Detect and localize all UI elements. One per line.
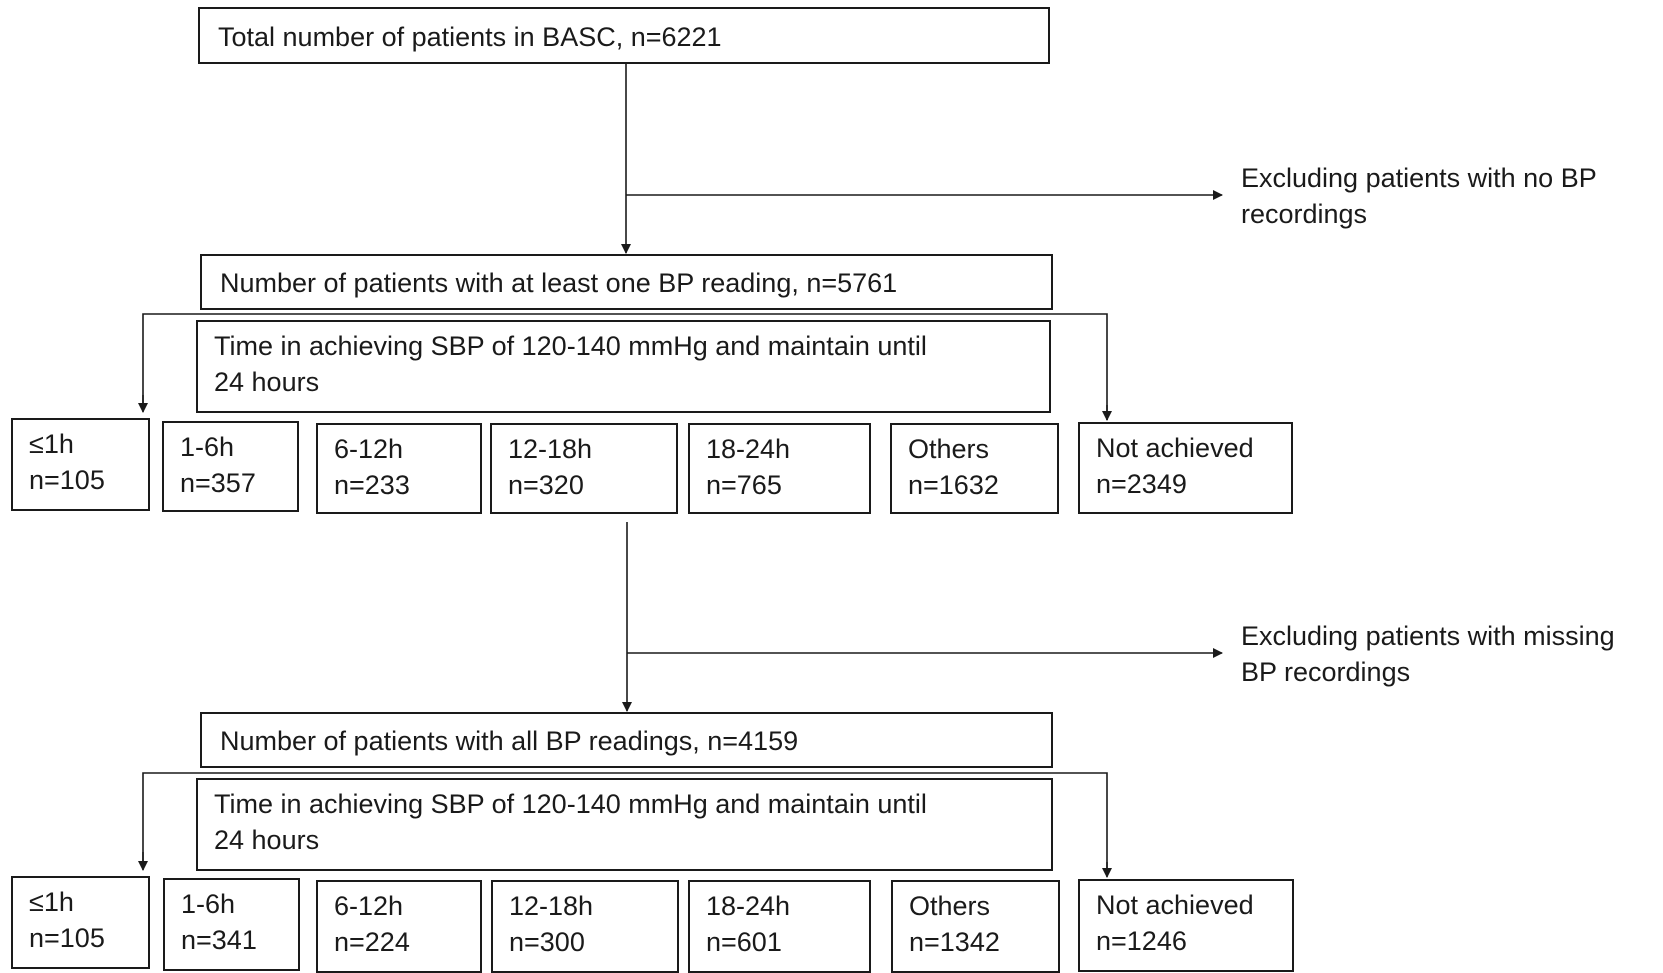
group2-le1h-box: ≤1h n=105 <box>11 876 150 969</box>
total-patients-box: Total number of patients in BASC, n=6221 <box>198 7 1050 64</box>
at-least-one-bp-text: Number of patients with at least one BP … <box>220 268 898 298</box>
group1-18-24h-box: 18-24h n=765 <box>688 423 871 514</box>
all-bp-readings-text: Number of patients with all BP readings,… <box>220 726 799 756</box>
group-label: 12-18h <box>508 434 593 464</box>
group-count: n=357 <box>180 468 256 498</box>
group-count: n=1246 <box>1096 926 1187 956</box>
time-to-sbp-header-2-line1: Time in achieving SBP of 120-140 mmHg an… <box>214 789 927 819</box>
exclusion-note-1: Excluding patients with no BP recordings <box>1241 160 1597 232</box>
group-count: n=1632 <box>908 470 999 500</box>
group-label: Not achieved <box>1096 890 1254 920</box>
group2-6-12h-box: 6-12h n=224 <box>316 880 482 973</box>
group-label: 12-18h <box>509 891 594 921</box>
exclusion-note-2: Excluding patients with missing BP recor… <box>1241 618 1615 690</box>
time-to-sbp-header-1-line1: Time in achieving SBP of 120-140 mmHg an… <box>214 331 927 361</box>
group-label: ≤1h <box>29 887 74 917</box>
group-label: 18-24h <box>706 891 791 921</box>
group-count: n=1342 <box>909 927 1000 957</box>
group1-6-12h-box: 6-12h n=233 <box>316 423 482 514</box>
total-patients-text: Total number of patients in BASC, n=6221 <box>218 22 722 52</box>
group-label: Others <box>908 434 990 464</box>
group-count: n=2349 <box>1096 469 1187 499</box>
exclusion-2-line2: BP recordings <box>1241 657 1411 687</box>
time-to-sbp-header-2: Time in achieving SBP of 120-140 mmHg an… <box>196 778 1053 871</box>
exclusion-2-line1: Excluding patients with missing <box>1241 621 1615 651</box>
group1-le1h-box: ≤1h n=105 <box>11 418 150 511</box>
group-label: 6-12h <box>334 891 404 921</box>
group-label: 18-24h <box>706 434 791 464</box>
exclusion-1-line2: recordings <box>1241 199 1368 229</box>
group2-1-6h-box: 1-6h n=341 <box>163 878 300 971</box>
group1-not-achieved-box: Not achieved n=2349 <box>1078 422 1293 514</box>
bracket-groups2 <box>142 772 1108 876</box>
group1-1-6h-box: 1-6h n=357 <box>162 421 299 512</box>
group2-not-achieved-box: Not achieved n=1246 <box>1078 879 1294 972</box>
group-count: n=320 <box>508 470 584 500</box>
group2-others-box: Others n=1342 <box>891 880 1060 973</box>
group-count: n=300 <box>509 927 585 957</box>
group-count: n=105 <box>29 923 105 953</box>
bracket-groups1 <box>142 313 1108 420</box>
group-label: 1-6h <box>180 432 235 462</box>
at-least-one-bp-box: Number of patients with at least one BP … <box>200 254 1053 310</box>
group-count: n=105 <box>29 465 105 495</box>
group-label: ≤1h <box>29 429 74 459</box>
group-label: Others <box>909 891 991 921</box>
group-label: 6-12h <box>334 434 404 464</box>
time-to-sbp-header-1-line2: 24 hours <box>214 367 320 397</box>
time-to-sbp-header-2-line2: 24 hours <box>214 825 320 855</box>
group-label: Not achieved <box>1096 433 1254 463</box>
group1-12-18h-box: 12-18h n=320 <box>490 423 678 514</box>
group-label: 1-6h <box>181 889 236 919</box>
group-count: n=765 <box>706 470 782 500</box>
group2-12-18h-box: 12-18h n=300 <box>491 880 679 973</box>
group2-18-24h-box: 18-24h n=601 <box>688 880 871 973</box>
group1-others-box: Others n=1632 <box>890 423 1059 514</box>
group-count: n=233 <box>334 470 410 500</box>
time-to-sbp-header-1: Time in achieving SBP of 120-140 mmHg an… <box>196 320 1051 413</box>
all-bp-readings-box: Number of patients with all BP readings,… <box>200 712 1053 768</box>
group-count: n=224 <box>334 927 410 957</box>
group-count: n=341 <box>181 925 257 955</box>
exclusion-1-line1: Excluding patients with no BP <box>1241 163 1597 193</box>
group-count: n=601 <box>706 927 782 957</box>
